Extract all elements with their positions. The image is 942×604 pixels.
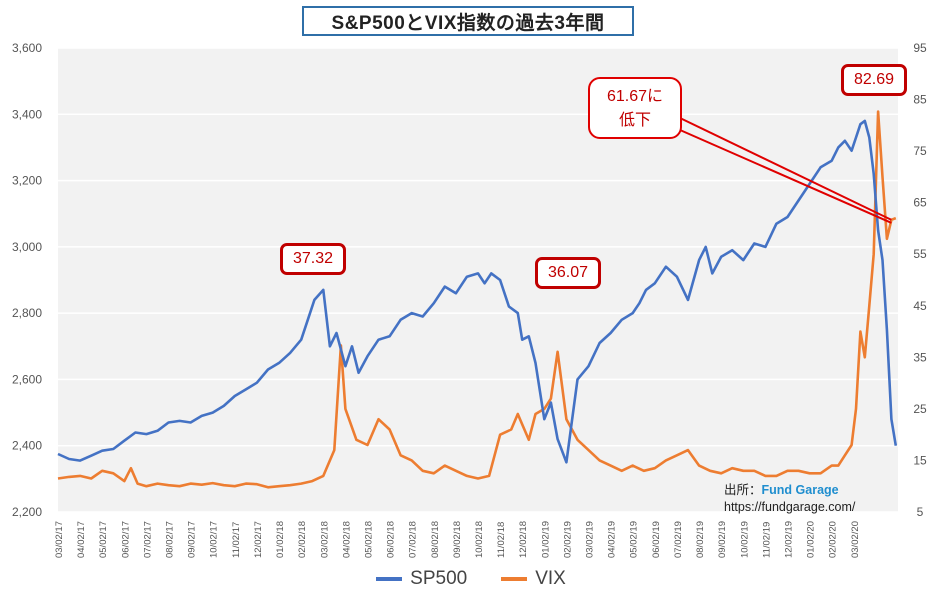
y-right-tick-label: 85 — [913, 93, 927, 107]
y-left-tick-label: 2,800 — [12, 306, 42, 320]
x-tick-label: 07/02/17 — [142, 521, 153, 558]
x-tick-label: 12/02/19 — [783, 521, 794, 558]
callout-peak-2020: 82.69 — [841, 64, 907, 96]
callout-arrow-lower — [679, 129, 892, 224]
source-label: 出所： — [724, 483, 762, 497]
callout-peak-2018: 37.32 — [280, 243, 346, 275]
x-tick-label: 06/02/19 — [651, 521, 662, 558]
x-tick-label: 02/02/18 — [297, 521, 308, 558]
x-tick-label: 12/02/18 — [518, 521, 529, 558]
x-tick-label: 02/02/19 — [562, 521, 573, 558]
y-right-tick-label: 25 — [913, 402, 927, 416]
plot-area — [58, 48, 898, 512]
x-tick-label: 05/02/18 — [363, 521, 374, 558]
x-tick-label: 11/02/19 — [761, 522, 772, 558]
legend-label-sp500: SP500 — [410, 568, 468, 589]
source-url[interactable]: https://fundgarage.com/ — [724, 500, 856, 514]
drop-note-line1: 61.67に — [606, 88, 664, 105]
legend-swatch-vix — [501, 577, 528, 581]
legend-label-vix: VIX — [535, 568, 566, 589]
y-right-tick-label: 35 — [913, 350, 927, 364]
x-tick-label: 07/02/18 — [408, 521, 419, 558]
legend-swatch-sp500 — [376, 577, 403, 581]
callout-arrow-upper — [679, 117, 892, 221]
x-tick-label: 12/02/17 — [253, 521, 264, 558]
y-right-tick-label: 55 — [913, 247, 927, 261]
x-tick-label: 10/02/17 — [209, 521, 220, 558]
x-tick-label: 09/02/18 — [452, 521, 463, 558]
chart-title: S&P500とVIX指数の過去3年間 — [302, 6, 634, 36]
y-left-tick-label: 2,600 — [12, 372, 42, 386]
x-tick-label: 09/02/19 — [717, 521, 728, 558]
x-tick-label: 06/02/17 — [120, 521, 131, 558]
y-right-tick-label: 15 — [913, 453, 927, 467]
x-tick-label: 07/02/19 — [673, 521, 684, 558]
x-tick-label: 04/02/18 — [341, 521, 352, 558]
y-right-tick-label: 65 — [913, 196, 927, 210]
x-tick-label: 04/02/17 — [76, 521, 87, 558]
x-axis: 03/02/17 04/02/17 05/02/17 06/02/17 07/02/17… — [54, 521, 861, 558]
drop-note-line2: 低下 — [618, 112, 651, 129]
y-right-tick-label: 95 — [913, 41, 927, 55]
x-tick-label: 03/02/19 — [585, 521, 596, 558]
x-tick-label: 11/02/17 — [231, 522, 242, 558]
x-tick-label: 10/02/19 — [739, 521, 750, 558]
source-brand: Fund Garage — [761, 483, 839, 497]
x-tick-label: 08/02/19 — [695, 521, 706, 558]
y-left-tick-label: 3,400 — [12, 107, 42, 121]
x-tick-label: 03/02/20 — [850, 521, 861, 558]
series-line-vix — [57, 110, 897, 489]
x-tick-label: 11/02/18 — [496, 522, 507, 558]
callout-peak-2018-late: 36.07 — [535, 257, 601, 289]
x-tick-label: 03/02/18 — [319, 521, 330, 558]
x-tick-label: 04/02/19 — [607, 521, 618, 558]
series-layer — [57, 110, 898, 489]
source-credit: 出所：Fund Garage https://fundgarage.com/ — [724, 482, 855, 516]
y-left-tick-label: 3,200 — [12, 174, 42, 188]
y-axis-right: 5 15 25 35 45 55 65 75 85 95 — [913, 41, 927, 519]
y-axis-left: 2,200 2,400 2,600 2,800 3,000 3,200 3,400 3,600 — [12, 41, 42, 519]
y-right-tick-label: 5 — [917, 505, 924, 519]
callout-drop-note: 61.67に 低下 — [588, 77, 682, 139]
x-tick-label: 08/02/18 — [430, 521, 441, 558]
x-tick-label: 06/02/18 — [386, 521, 397, 558]
x-tick-label: 01/02/19 — [540, 521, 551, 558]
x-tick-label: 10/02/18 — [474, 521, 485, 558]
y-left-tick-label: 3,600 — [12, 41, 42, 55]
legend: SP500 VIX — [0, 568, 942, 590]
x-tick-label: 02/02/20 — [828, 521, 839, 558]
y-left-tick-label: 2,400 — [12, 439, 42, 453]
y-left-tick-label: 3,000 — [12, 240, 42, 254]
x-tick-label: 05/02/19 — [629, 521, 640, 558]
x-tick-label: 05/02/17 — [98, 521, 109, 558]
legend-item-sp500[interactable]: SP500 — [376, 568, 467, 590]
x-tick-label: 08/02/17 — [165, 521, 176, 558]
x-tick-label: 01/02/20 — [806, 521, 817, 558]
y-left-tick-label: 2,200 — [12, 505, 42, 519]
x-tick-label: 01/02/18 — [275, 521, 286, 558]
callout-arrows — [679, 117, 892, 224]
legend-item-vix[interactable]: VIX — [501, 568, 566, 590]
gridlines — [58, 47, 898, 513]
x-tick-label: 09/02/17 — [187, 521, 198, 558]
y-right-tick-label: 75 — [913, 144, 927, 158]
y-right-tick-label: 45 — [913, 299, 927, 313]
x-tick-label: 03/02/17 — [54, 521, 65, 558]
series-line-sp500 — [57, 119, 898, 464]
